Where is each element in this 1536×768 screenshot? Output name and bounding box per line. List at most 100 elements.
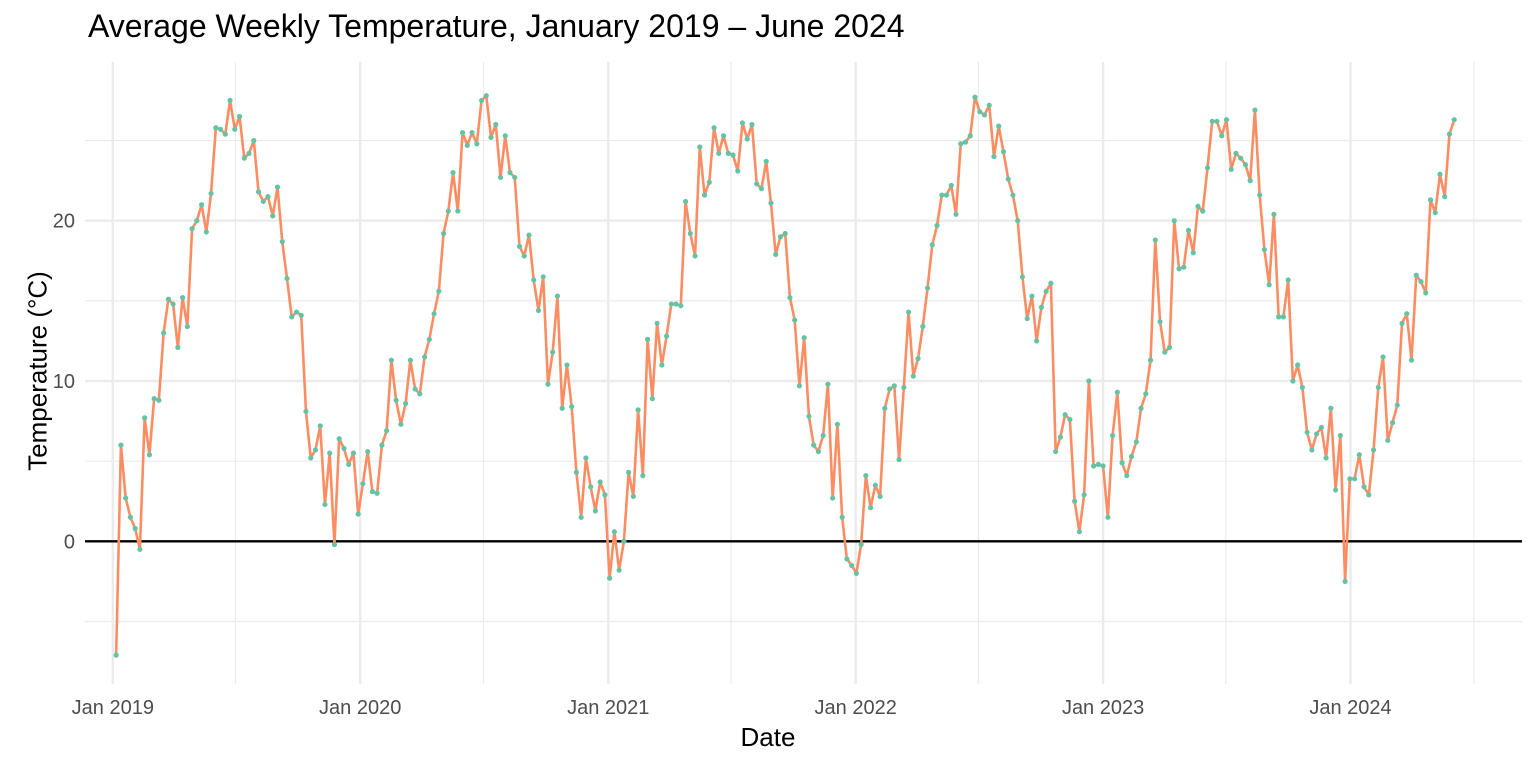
- data-point: [1314, 431, 1320, 437]
- x-tick-label: Jan 2023: [1062, 697, 1144, 719]
- series-line: [114, 94, 1456, 656]
- data-point: [1351, 476, 1358, 482]
- x-tick-label: Jan 2019: [72, 697, 154, 719]
- data-point: [113, 652, 119, 658]
- data-point: [388, 357, 394, 363]
- data-point: [1010, 192, 1016, 198]
- data-point: [1228, 166, 1234, 173]
- data-point: [331, 541, 338, 548]
- data-point: [1261, 246, 1268, 253]
- data-point: [293, 309, 300, 315]
- data-point: [1394, 402, 1400, 408]
- data-point: [526, 232, 532, 238]
- data-point: [996, 123, 1002, 129]
- data-point: [986, 102, 992, 108]
- data-point: [1029, 293, 1035, 299]
- data-point: [796, 383, 803, 389]
- data-point: [749, 121, 755, 128]
- data-point: [217, 126, 224, 132]
- data-point: [592, 508, 599, 514]
- data-point: [1124, 473, 1130, 479]
- data-point: [977, 109, 983, 115]
- data-point: [1370, 447, 1377, 453]
- data-point: [692, 253, 698, 259]
- data-point: [1166, 344, 1173, 350]
- data-point: [972, 94, 978, 100]
- data-point: [830, 495, 836, 501]
- data-point: [436, 288, 442, 294]
- data-point: [948, 182, 954, 189]
- data-point: [1304, 429, 1310, 435]
- data-point: [198, 202, 205, 208]
- data-point: [820, 432, 826, 439]
- data-point: [1147, 357, 1154, 363]
- data-point: [773, 251, 779, 257]
- data-point: [312, 447, 319, 453]
- data-point: [365, 448, 371, 455]
- data-point: [886, 386, 893, 392]
- data-point: [1328, 405, 1334, 411]
- data-point: [502, 133, 508, 139]
- data-point: [825, 381, 831, 387]
- data-point: [403, 400, 409, 407]
- data-point: [607, 575, 613, 581]
- data-point: [412, 386, 418, 392]
- data-point: [1242, 162, 1249, 168]
- data-point: [279, 238, 285, 245]
- data-point: [1034, 338, 1040, 344]
- data-point: [232, 126, 238, 132]
- data-point: [251, 137, 257, 144]
- data-point: [1091, 463, 1097, 469]
- data-point: [142, 415, 148, 421]
- x-axis-title: Date: [740, 722, 796, 752]
- data-point: [583, 455, 589, 461]
- data-point: [1015, 218, 1021, 224]
- data-point: [1366, 492, 1372, 498]
- data-point: [611, 529, 617, 535]
- data-point: [1053, 448, 1059, 455]
- data-point: [915, 355, 921, 362]
- data-point: [782, 230, 788, 237]
- data-point: [137, 546, 143, 552]
- data-point: [1062, 412, 1068, 418]
- data-point: [687, 230, 693, 237]
- data-point: [1375, 384, 1381, 391]
- data-point: [626, 469, 632, 475]
- data-point: [175, 344, 181, 350]
- data-point: [730, 152, 736, 158]
- data-point: [474, 141, 480, 147]
- data-point: [953, 211, 959, 217]
- data-point: [483, 93, 489, 99]
- data-point: [1138, 405, 1144, 411]
- data-point: [1223, 117, 1230, 123]
- data-point: [1176, 266, 1182, 272]
- y-axis-title: Temperature (°C): [22, 271, 53, 471]
- data-point: [588, 484, 594, 490]
- data-point: [720, 133, 727, 139]
- data-point: [654, 320, 660, 326]
- data-point: [754, 181, 760, 187]
- data-point: [455, 208, 461, 214]
- data-point: [630, 493, 636, 500]
- data-point: [493, 121, 499, 128]
- data-point: [1276, 314, 1282, 320]
- data-point: [531, 277, 537, 283]
- data-point: [706, 179, 712, 185]
- data-point: [227, 97, 233, 104]
- data-point: [768, 200, 774, 206]
- data-point: [1048, 280, 1054, 286]
- data-point: [1442, 194, 1448, 200]
- data-point: [1038, 304, 1045, 310]
- data-point: [156, 397, 162, 403]
- data-point: [1067, 416, 1073, 423]
- data-point: [203, 229, 209, 235]
- data-point: [184, 323, 190, 330]
- data-point: [602, 492, 608, 498]
- data-point: [146, 452, 152, 458]
- data-point: [1105, 514, 1111, 520]
- data-point: [668, 301, 674, 307]
- data-point: [844, 556, 850, 562]
- data-point: [991, 153, 997, 160]
- data-point: [431, 311, 437, 317]
